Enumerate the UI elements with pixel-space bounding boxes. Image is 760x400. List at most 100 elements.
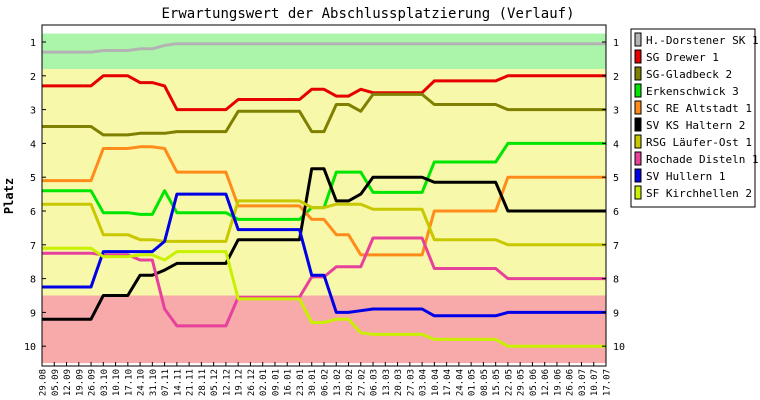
x-tick-label: 30.01 — [308, 369, 318, 396]
x-tick-label: 05.09 — [51, 369, 61, 396]
legend-swatch-6 — [634, 117, 642, 132]
x-tick-label: 05.06 — [529, 369, 539, 396]
y-tick-label-right: 8 — [613, 275, 619, 286]
legend-swatch-2 — [634, 49, 642, 64]
x-tick-label: 26.12 — [247, 369, 257, 396]
x-tick-label: 16.01 — [284, 369, 294, 396]
x-tick-label: 03.10 — [100, 369, 110, 396]
legend: H.-Dorstener SK 1 SG Drewer 1 SG-Gladbeck … — [630, 28, 759, 208]
legend-label-9: SV Hullern 1 — [646, 170, 725, 183]
y-tick-label-right: 10 — [613, 342, 625, 353]
x-tick-label: 17.04 — [443, 369, 453, 396]
x-tick-label: 21.11 — [186, 369, 196, 396]
chart-title: Erwartungswert der Abschlussplatzierung … — [161, 6, 574, 22]
y-tick-label-left: 3 — [30, 106, 36, 117]
legend-label-8: Rochade Disteln 1 — [646, 153, 759, 166]
y-tick-label-right: 5 — [613, 173, 619, 184]
series-line-1 — [42, 42, 606, 54]
x-tick-label: 19.06 — [554, 369, 564, 396]
x-tick-label: 06.02 — [321, 369, 331, 396]
x-tick-label: 26.09 — [88, 369, 98, 396]
legend-label-3: SG-Gladbeck 2 — [646, 68, 732, 81]
x-tick-label: 10.04 — [431, 369, 441, 396]
series-line-3 — [42, 92, 606, 137]
zone-band-2 — [42, 69, 606, 296]
x-tick-label: 23.01 — [296, 369, 306, 396]
y-tick-label-right: 6 — [613, 207, 619, 218]
y-tick-label-right: 7 — [613, 241, 619, 252]
y-tick-label-right: 9 — [613, 308, 619, 319]
legend-swatch-1 — [634, 32, 642, 47]
legend-swatch-9 — [634, 168, 642, 183]
legend-label-7: RSG Läufer-Ost 1 — [646, 136, 752, 149]
x-tick-label: 19.12 — [235, 369, 245, 396]
x-tick-label: 03.04 — [419, 369, 429, 396]
y-tick-label-left: 6 — [30, 207, 36, 218]
series-line-6 — [42, 167, 606, 321]
series-line-2 — [42, 74, 606, 112]
x-tick-label: 12.12 — [222, 369, 232, 396]
x-tick-label: 29.05 — [517, 369, 527, 396]
legend-label-2: SG Drewer 1 — [646, 51, 719, 64]
x-tick-label: 27.02 — [357, 369, 367, 396]
legend-swatch-10 — [634, 185, 642, 200]
x-tick-label: 24.10 — [137, 369, 147, 396]
plot-zones — [42, 33, 606, 364]
legend-label-1: H.-Dorstener SK 1 — [646, 34, 759, 47]
y-tick-label-right: 3 — [613, 106, 619, 117]
x-tick-label: 01.05 — [468, 369, 478, 396]
y-tick-label-right: 1 — [613, 38, 619, 49]
legend-label-5: SC RE Altstadt 1 — [646, 102, 752, 115]
x-tick-label: 08.05 — [480, 369, 490, 396]
y-tick-label-left: 7 — [30, 241, 36, 252]
x-tick-label: 12.06 — [541, 369, 551, 396]
legend-label-4: Erkenschwick 3 — [646, 85, 739, 98]
series-line-7 — [42, 199, 606, 247]
x-tick-label: 09.01 — [272, 369, 282, 396]
x-tick-label: 20.02 — [345, 369, 355, 396]
x-tick-label: 10.07 — [590, 369, 600, 396]
x-tick-label: 14.11 — [173, 369, 183, 396]
x-tick-label: 19.09 — [75, 369, 85, 396]
legend-label-6: SV KS Haltern 2 — [646, 119, 745, 132]
y-tick-label-left: 5 — [30, 173, 36, 184]
zone-band-3 — [42, 295, 606, 364]
x-tick-label: 28.11 — [198, 369, 208, 396]
y-tick-label-left: 8 — [30, 275, 36, 286]
x-tick-label: 17.07 — [603, 369, 613, 396]
x-tick-label: 13.03 — [382, 369, 392, 396]
y-tick-label-right: 4 — [613, 139, 619, 150]
x-tick-label: 12.09 — [63, 369, 73, 396]
x-tick-label: 27.03 — [406, 369, 416, 396]
legend-swatch-7 — [634, 134, 642, 149]
x-tick-label: 13.02 — [333, 369, 343, 396]
legend-box — [630, 28, 756, 208]
x-tick-label: 15.05 — [492, 369, 502, 396]
y-tick-label-left: 2 — [30, 72, 36, 83]
x-tick-label: 20.03 — [394, 369, 404, 396]
plot-series — [42, 42, 606, 348]
x-tick-label: 31.10 — [149, 369, 159, 396]
x-tick-label: 17.10 — [124, 369, 134, 396]
y-tick-label-right: 2 — [613, 72, 619, 83]
y-tick-label-left: 9 — [30, 308, 36, 319]
x-tick-label: 29.08 — [39, 369, 49, 396]
legend-swatch-4 — [634, 83, 642, 98]
x-tick-label: 06.03 — [370, 369, 380, 396]
series-line-10 — [42, 246, 606, 348]
y-tick-label-left: 4 — [30, 139, 36, 150]
zone-band-1 — [42, 33, 606, 70]
legend-swatch-3 — [634, 66, 642, 81]
y-axis-ticks: 1 1 2 2 3 3 4 4 5 5 6 6 7 7 8 8 9 9 10 10 — [24, 38, 625, 353]
x-tick-label: 02.01 — [259, 369, 269, 396]
x-tick-label: 22.05 — [504, 369, 514, 396]
legend-swatch-5 — [634, 100, 642, 115]
series-line-9 — [42, 192, 606, 318]
x-tick-label: 05.12 — [210, 369, 220, 396]
x-tick-label: 03.07 — [578, 369, 588, 396]
series-line-5 — [42, 145, 606, 257]
legend-swatch-8 — [634, 151, 642, 166]
x-tick-label: 10.10 — [112, 369, 122, 396]
legend-label-10: SF Kirchhellen 2 — [646, 187, 752, 200]
